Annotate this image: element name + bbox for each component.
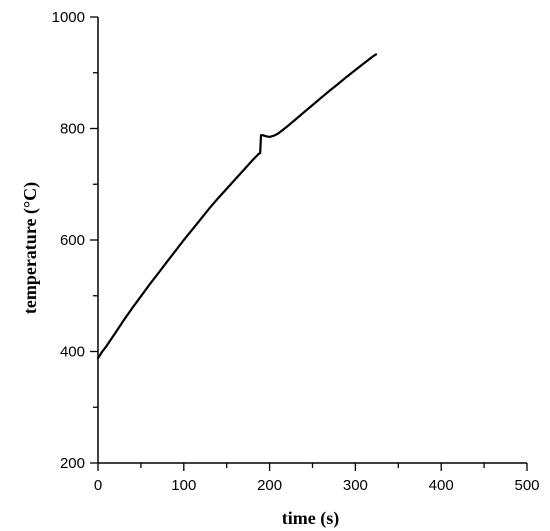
x-tick-label: 400 xyxy=(429,477,454,494)
y-axis: 200 400 600 800 1000 temperature (°C) xyxy=(20,9,99,472)
y-tick-label: 600 xyxy=(60,232,85,249)
x-tick-label: 200 xyxy=(257,477,282,494)
x-tick-label: 300 xyxy=(343,477,368,494)
y-tick-label: 400 xyxy=(60,344,85,361)
x-axis: 0 100 200 300 400 500 time (s) xyxy=(94,462,540,529)
y-ticks: 200 400 600 800 1000 xyxy=(52,9,98,472)
x-tick-label: 0 xyxy=(94,477,102,494)
y-tick-label: 800 xyxy=(60,121,85,138)
series-line-temperature xyxy=(96,53,378,360)
x-tick-label: 500 xyxy=(514,477,539,494)
x-tick-label: 100 xyxy=(171,477,196,494)
x-axis-title: time (s) xyxy=(282,508,339,529)
y-tick-label: 1000 xyxy=(52,9,85,26)
y-tick-label: 200 xyxy=(60,455,85,472)
plot-area xyxy=(96,53,378,360)
x-ticks: 0 100 200 300 400 500 xyxy=(94,463,540,494)
y-axis-title: temperature (°C) xyxy=(20,182,41,314)
